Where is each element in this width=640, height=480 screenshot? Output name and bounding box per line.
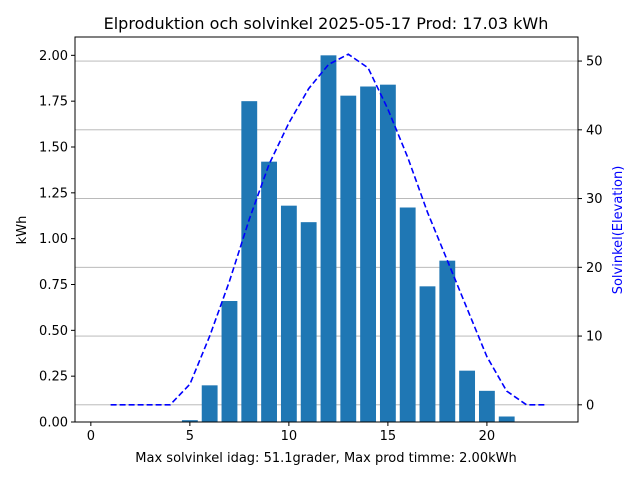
y-tick-label: 1.75	[39, 95, 68, 110]
bar	[439, 260, 456, 422]
x-axis-ticks: 0 5 10 15 20	[87, 422, 495, 444]
y-axis-label: kWh	[15, 216, 30, 245]
right-axis-ticks: 0 10 20 30 40 50	[578, 55, 603, 413]
right-tick-label: 0	[586, 398, 594, 413]
bar	[181, 420, 198, 422]
y-tick-label: 2.00	[39, 49, 68, 64]
y-axis-ticks: 0.00 0.25 0.50 0.75 1.00 1.25 1.50 1.75 2.00	[39, 49, 75, 431]
y-tick-label: 1.00	[39, 232, 68, 247]
bar	[340, 95, 357, 423]
right-axis-label: Solvinkel(Elevation)	[611, 166, 626, 295]
bar	[320, 55, 337, 422]
x-tick-label: 10	[281, 429, 298, 444]
x-tick-label: 20	[479, 429, 496, 444]
chart-title: Elproduktion och solvinkel 2025-05-17 Pr…	[104, 14, 549, 33]
y-tick-label: 0.75	[39, 278, 68, 293]
y-tick-label: 0.00	[39, 416, 68, 431]
right-tick-label: 20	[586, 261, 603, 276]
plot-frame	[74, 36, 579, 423]
bar	[498, 416, 515, 422]
bar	[280, 205, 297, 422]
bar	[300, 222, 317, 422]
right-tick-label: 30	[586, 192, 603, 207]
right-tick-label: 10	[586, 330, 603, 345]
bar	[241, 101, 258, 423]
right-tick-label: 40	[586, 123, 603, 138]
x-tick-label: 5	[186, 429, 194, 444]
bar	[221, 301, 238, 422]
y-tick-label: 0.50	[39, 324, 68, 339]
y-tick-label: 1.50	[39, 141, 68, 156]
right-tick-label: 50	[586, 55, 603, 70]
bar	[201, 385, 218, 422]
bar	[459, 370, 476, 422]
y-tick-label: 0.25	[39, 370, 68, 385]
x-tick-label: 0	[87, 429, 95, 444]
bar	[261, 161, 277, 422]
y-tick-label: 1.25	[39, 186, 68, 201]
bar	[478, 390, 495, 422]
x-axis-label: Max solvinkel idag: 51.1grader, Max prod…	[135, 451, 516, 466]
x-tick-label: 15	[380, 429, 397, 444]
bar	[360, 86, 377, 422]
bar	[419, 286, 436, 422]
bar	[379, 84, 396, 423]
bar	[399, 207, 416, 422]
bars	[181, 55, 515, 423]
